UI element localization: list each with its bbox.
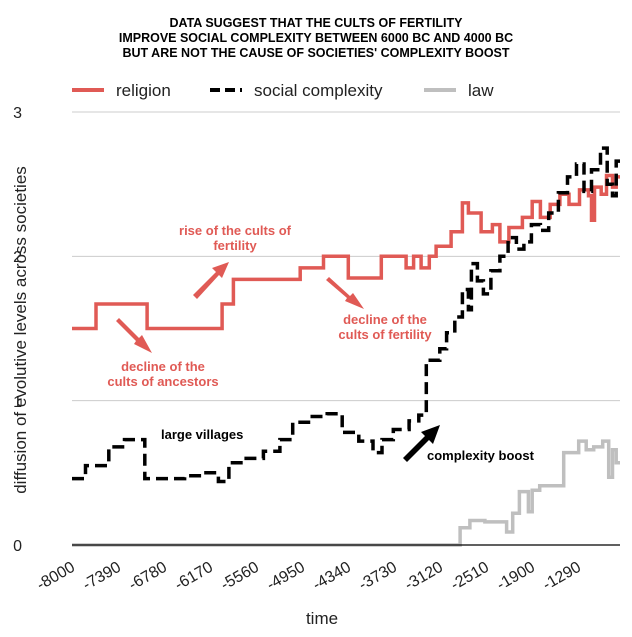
x-tick-label: -3730 (356, 559, 400, 594)
arrow-rise-fertility (193, 262, 229, 299)
x-tick-label: -7390 (80, 559, 124, 594)
x-tick-label: -4950 (264, 559, 308, 594)
y-axis-ticks: 0 1 2 3 (13, 105, 22, 555)
annotation-large-villages: large villages (161, 427, 243, 442)
y-tick-label: 1 (13, 394, 22, 411)
arrow-complexity-boost (403, 425, 440, 462)
x-axis-label: time (306, 609, 338, 628)
annotation-complexity-boost: complexity boost (427, 448, 535, 463)
arrow-decline-fertility (326, 277, 364, 309)
annotation-decline-ancestors-line-1: decline of the (121, 359, 205, 374)
x-tick-label: -1900 (494, 559, 538, 594)
series-line-social-complexity (72, 146, 620, 484)
chart-title-line-3: BUT ARE NOT THE CAUSE OF SOCIETIES' COMP… (122, 46, 509, 60)
legend-label-social-complexity: social complexity (254, 81, 383, 100)
annotation-rise-fertility-line-1: rise of the cults of (179, 223, 292, 238)
x-axis-ticks: -8000 -7390 -6780 -6170 -5560 -4950 -434… (34, 559, 584, 594)
series-layer (72, 146, 620, 547)
annotation-decline-fertility-line-2: cults of fertility (338, 327, 432, 342)
legend: religion social complexity law (72, 81, 494, 100)
x-tick-label: -3120 (402, 559, 446, 594)
chart-title-line-2: IMPROVE SOCIAL COMPLEXITY BETWEEN 6000 B… (119, 31, 513, 45)
x-tick-label: -6170 (172, 559, 216, 594)
x-tick-label: -6780 (126, 559, 170, 594)
annotation-decline-fertility-line-1: decline of the (343, 312, 427, 327)
y-tick-label: 0 (13, 538, 22, 555)
x-tick-label: -1290 (540, 559, 584, 594)
series-line-religion (72, 173, 620, 331)
chart-title-line-1: DATA SUGGEST THAT THE CULTS OF FERTILITY (169, 16, 463, 30)
annotation-rise-fertility-line-2: fertility (213, 238, 257, 253)
annotation-arrows (116, 262, 440, 462)
series-line-law (72, 439, 620, 547)
x-tick-label: -5560 (218, 559, 262, 594)
y-axis-label: diffusion of evolutive levels across soc… (11, 166, 30, 494)
y-tick-label: 2 (13, 249, 22, 266)
legend-label-law: law (468, 81, 494, 100)
x-tick-label: -2510 (448, 559, 492, 594)
arrow-decline-ancestors (116, 318, 152, 353)
x-tick-label: -8000 (34, 559, 78, 594)
legend-label-religion: religion (116, 81, 171, 100)
y-tick-label: 3 (13, 105, 22, 122)
x-tick-label: -4340 (310, 559, 354, 594)
annotation-decline-ancestors-line-2: cults of ancestors (107, 374, 218, 389)
